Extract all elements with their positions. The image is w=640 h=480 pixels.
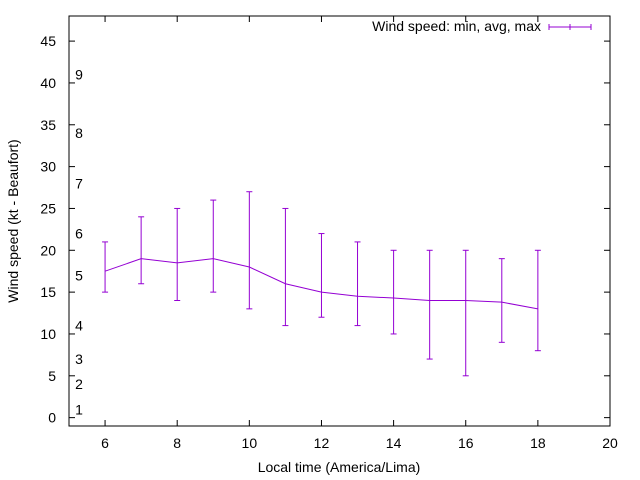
y-tick-label: 45 [40,33,56,49]
y-tick-label: 0 [48,410,56,426]
legend: Wind speed: min, avg, max [372,18,592,34]
y-tick-label: 10 [40,326,56,342]
beaufort-label: 6 [75,226,83,242]
y-tick-label: 35 [40,117,56,133]
beaufort-label: 3 [75,351,83,367]
avg-wind-line [104,258,538,310]
y-tick-label: 30 [40,159,56,175]
series-layer [102,191,541,377]
x-tick-label: 12 [314,435,330,451]
beaufort-label: 1 [75,401,83,417]
x-axis-label: Local time (America/Lima) [258,459,421,475]
x-tick-label: 16 [458,435,474,451]
beaufort-label: 8 [75,125,83,141]
x-tick-label: 18 [530,435,546,451]
plot-area-border [68,15,611,427]
y-tick-label: 40 [40,75,56,91]
x-tick-label: 8 [173,435,181,451]
beaufort-label: 5 [75,267,83,283]
legend-sample [548,24,592,30]
y-axis-label: Wind speed (kt - Beaufort) [5,139,21,302]
legend-label: Wind speed: min, avg, max [372,18,541,34]
y-tick-label: 20 [40,242,56,258]
beaufort-scale-labels: 1 2 3 4 5 6 7 8 9 [75,67,83,418]
y-tick-label: 5 [48,368,56,384]
x-tick-label: 10 [242,435,258,451]
y-tick-label: 25 [40,200,56,216]
beaufort-label: 4 [75,318,83,334]
beaufort-label: 9 [75,67,83,83]
y-tick-label: 15 [40,284,56,300]
x-tick-label: 6 [101,435,109,451]
beaufort-label: 7 [75,175,83,191]
x-tick-label: 14 [386,435,402,451]
beaufort-label: 2 [75,376,83,392]
x-tick-label: 20 [602,435,618,451]
